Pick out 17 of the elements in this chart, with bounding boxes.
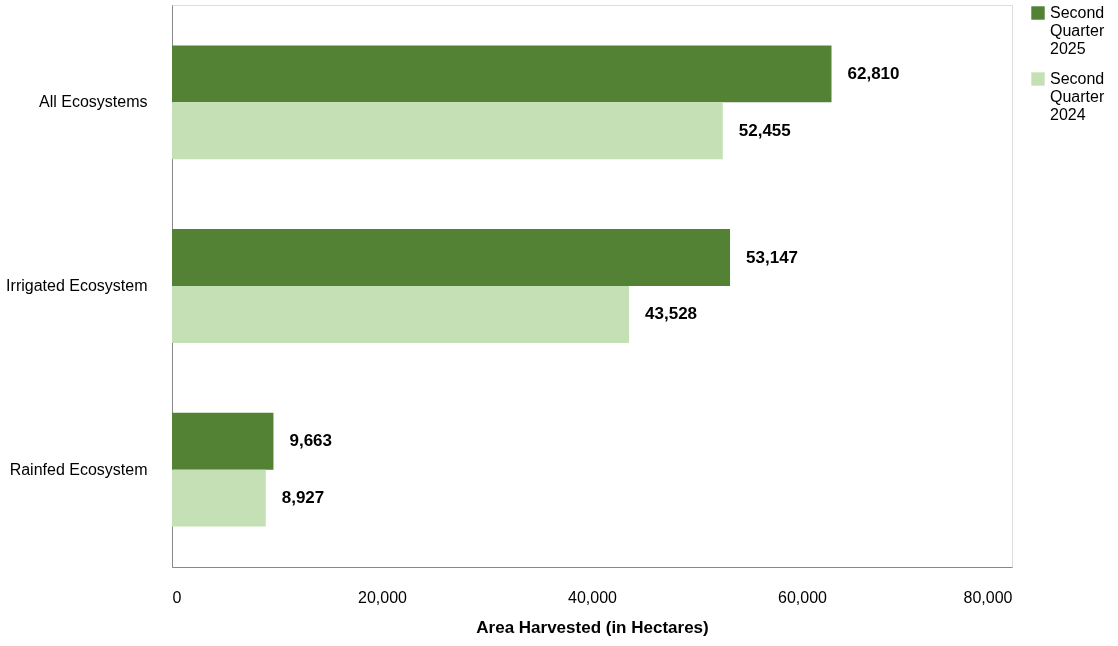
data-label: 52,455 (738, 120, 791, 140)
x-tick-label: 20,000 (358, 588, 408, 606)
data-label: 8,927 (281, 488, 325, 508)
x-tick-label: 80,000 (963, 588, 1013, 606)
data-label: 9,663 (289, 431, 333, 451)
legend-label: Second Quarter 2025 (1050, 4, 1105, 57)
y-tick-label: All Ecosystems (39, 93, 148, 111)
data-label: 62,810 (847, 63, 900, 83)
x-tick-label: 60,000 (778, 588, 828, 606)
legend-label: Second Quarter 2024 (1050, 70, 1105, 123)
data-label: 53,147 (746, 247, 799, 267)
x-axis-title: Area Harvested (in Hectares) (476, 617, 709, 637)
x-tick-label: 40,000 (568, 588, 618, 606)
x-tick-label: 0 (172, 588, 182, 606)
y-tick-label: Irrigated Ecosystem (6, 277, 148, 294)
data-label: 43,528 (645, 304, 698, 324)
y-tick-label: Rainfed Ecosystem (9, 460, 148, 478)
